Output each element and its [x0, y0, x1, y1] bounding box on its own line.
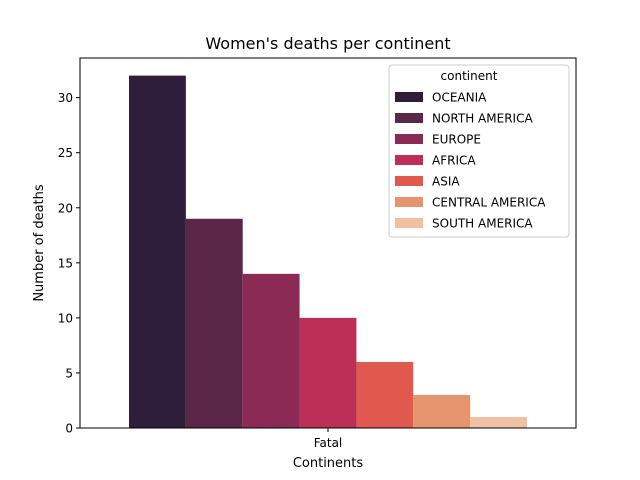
bar-oceania	[129, 75, 186, 429]
bar-asia	[356, 361, 414, 428]
legend: continent OCEANIA NORTH AMERICA EUROPE AFRIC…	[388, 64, 570, 238]
x-tick-label: Fatal	[314, 436, 343, 450]
y-axis: 0 5 10 15 20 25 30	[58, 91, 80, 436]
chart-title: Women's deaths per continent	[205, 34, 450, 53]
legend-swatch	[395, 113, 423, 123]
y-tick-label: 30	[58, 91, 73, 105]
bar-south-america	[470, 416, 527, 428]
legend-title: continent	[441, 69, 498, 83]
bar-africa	[299, 317, 357, 428]
x-axis: Fatal	[314, 428, 343, 450]
y-tick-label: 25	[58, 146, 73, 160]
y-tick-label: 0	[65, 422, 73, 436]
bar-europe	[242, 273, 300, 428]
legend-box	[388, 64, 570, 238]
plot-frame	[79, 57, 577, 429]
legend-entry: EUROPE	[432, 133, 481, 147]
bar-north-america	[185, 218, 243, 428]
legend-entry: ASIA	[432, 175, 460, 189]
y-tick-label: 20	[58, 201, 73, 215]
legend-entry: OCEANIA	[432, 91, 487, 105]
legend-swatch	[395, 176, 423, 186]
y-tick-label: 10	[58, 311, 73, 325]
legend-swatch	[395, 197, 423, 207]
legend-entry: NORTH AMERICA	[432, 112, 533, 126]
bar-central-america	[413, 394, 471, 428]
y-axis-label: Number of deaths	[32, 184, 47, 302]
legend-entry: CENTRAL AMERICA	[432, 196, 546, 210]
legend-swatch	[395, 155, 423, 165]
legend-swatch	[395, 92, 423, 102]
legend-entry: AFRICA	[432, 154, 476, 168]
y-tick-label: 15	[58, 256, 73, 270]
x-axis-label: Continents	[293, 456, 364, 471]
y-tick-label: 5	[65, 366, 73, 380]
legend-entry: SOUTH AMERICA	[432, 217, 533, 231]
legend-swatch	[395, 218, 423, 228]
bars-group	[129, 75, 527, 429]
legend-swatch	[395, 134, 423, 144]
